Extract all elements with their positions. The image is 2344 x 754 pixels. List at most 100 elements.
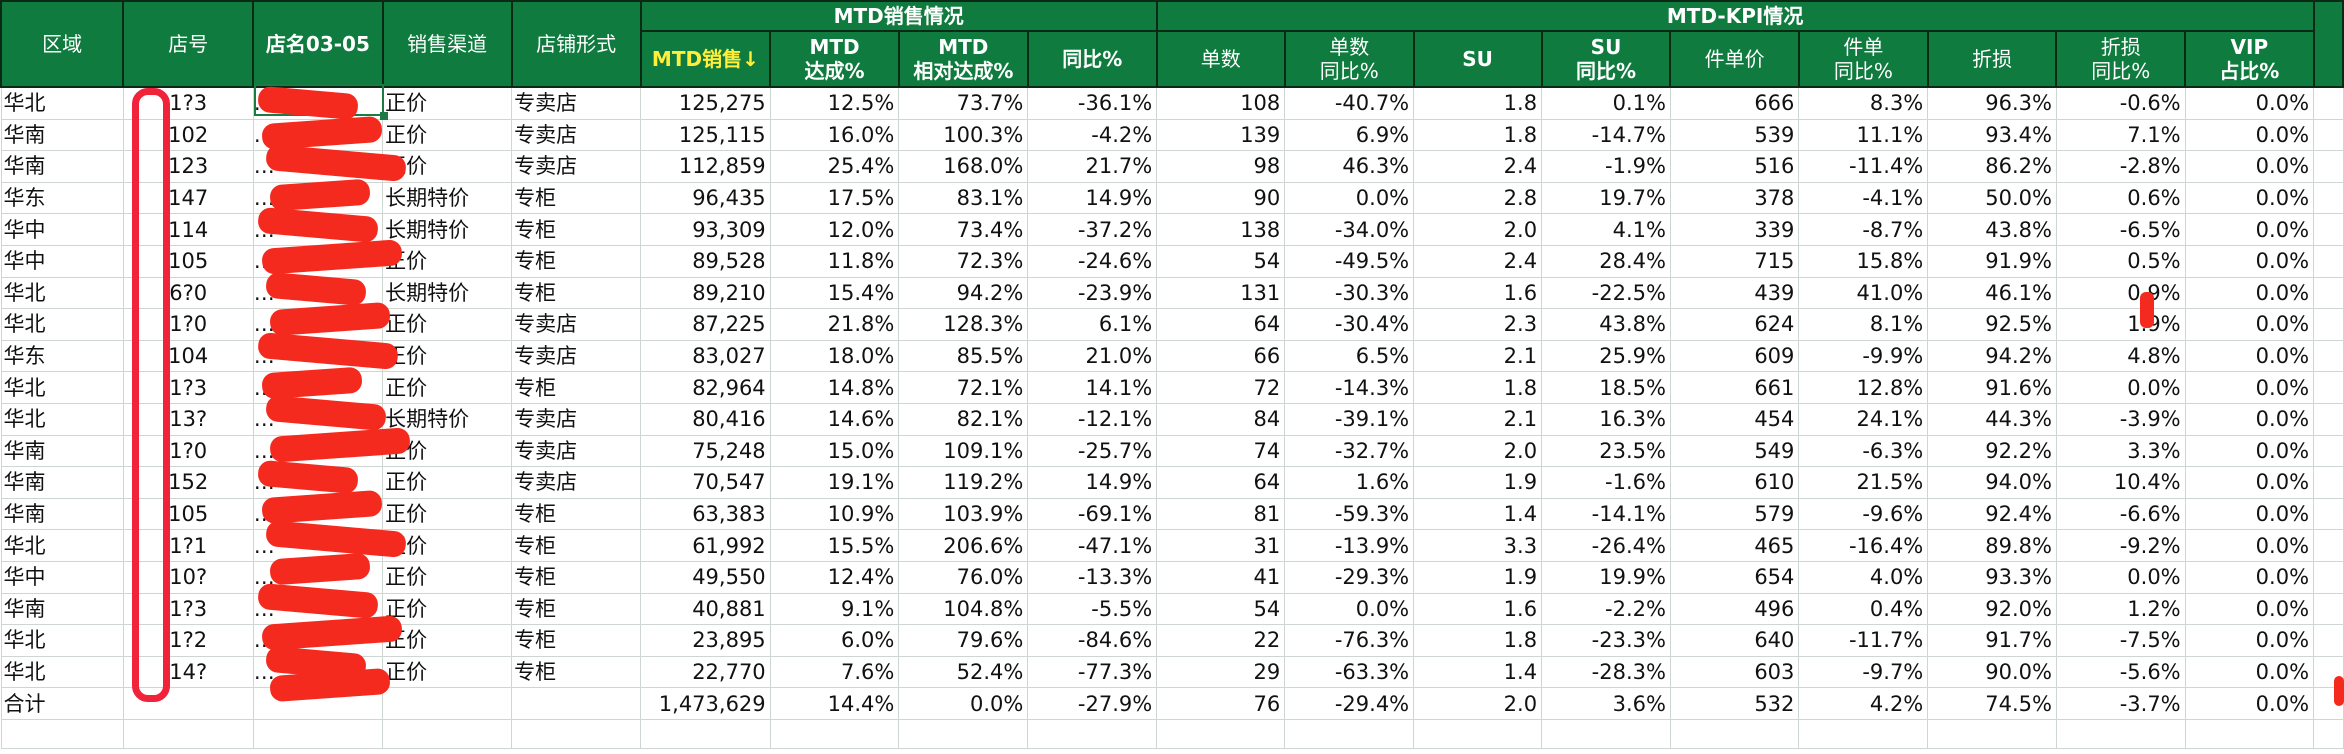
cell-overflow[interactable] [2313,434,2344,468]
cell-sales[interactable]: 89,528 [640,244,771,278]
cell-yoy[interactable]: -84.6% [1027,624,1158,657]
cell-rel[interactable]: 85.5% [898,339,1029,373]
cell-disc-yoy[interactable]: -3.9% [2055,402,2186,436]
cell-orders[interactable]: 81 [1156,497,1286,531]
cell-orders-yoy[interactable]: -14.3% [1284,371,1415,404]
cell-orders[interactable]: 138 [1156,213,1286,246]
cell-disc-yoy[interactable]: -5.6% [2055,655,2186,689]
empty-cell[interactable] [1156,718,1286,749]
cell-rel[interactable]: 73.7% [898,86,1029,120]
cell-unit-yoy[interactable]: 8.3% [1798,86,1929,120]
cell-orders-yoy[interactable]: -59.3% [1284,497,1415,531]
cell-channel[interactable]: 正价 [382,371,513,404]
cell-orders[interactable]: 64 [1156,308,1286,341]
cell-region[interactable]: 合计 [0,687,124,720]
cell-unit-yoy[interactable]: 11.1% [1798,118,1929,152]
cell-region[interactable]: 华南 [0,150,124,183]
cell-disc[interactable]: 90.0% [1927,655,2057,689]
empty-cell[interactable] [382,718,513,749]
empty-cell[interactable] [769,718,900,749]
cell-overflow[interactable] [2313,560,2344,594]
cell-su-yoy[interactable]: 19.9% [1541,560,1671,594]
cell-rel[interactable]: 94.2% [898,276,1029,310]
cell-rate[interactable]: 12.0% [769,213,900,246]
cell-sales[interactable]: 112,859 [640,150,771,183]
cell-sales[interactable]: 23,895 [640,624,771,657]
cell-vip[interactable]: 0.0% [2184,244,2315,278]
cell-overflow[interactable] [2313,181,2344,215]
cell-region[interactable]: 华东 [0,181,124,215]
cell-yoy[interactable]: -36.1% [1027,86,1158,120]
cell-orders-yoy[interactable]: -34.0% [1284,213,1415,246]
empty-cell[interactable] [898,718,1029,749]
cell-no[interactable]: 13? [122,402,254,436]
cell-disc[interactable]: 94.2% [1927,339,2057,373]
cell-rate[interactable]: 18.0% [769,339,900,373]
cell-disc[interactable]: 92.4% [1927,497,2057,531]
cell-yoy[interactable]: -27.9% [1027,687,1158,720]
cell-type[interactable]: 专卖店 [511,402,642,436]
cell-type[interactable]: 专卖店 [511,150,642,183]
cell-disc[interactable]: 50.0% [1927,181,2057,215]
cell-disc-yoy[interactable]: -2.8% [2055,150,2186,183]
cell-rate[interactable]: 12.4% [769,560,900,594]
cell-yoy[interactable]: -13.3% [1027,560,1158,594]
cell-channel[interactable]: 长期特价 [382,276,513,310]
cell-region[interactable]: 华北 [0,276,124,310]
cell-su[interactable]: 3.3 [1413,529,1543,562]
cell-region[interactable]: 华北 [0,624,124,657]
cell-unit[interactable]: 465 [1669,529,1800,562]
cell-su[interactable]: 2.1 [1413,339,1543,373]
cell-unit[interactable]: 439 [1669,276,1800,310]
cell-sales[interactable]: 63,383 [640,497,771,531]
cell-su-yoy[interactable]: 0.1% [1541,86,1671,120]
cell-type[interactable] [511,687,642,720]
cell-rel[interactable]: 104.8% [898,592,1029,626]
cell-disc-yoy[interactable]: 10.4% [2055,466,2186,499]
cell-rel[interactable]: 79.6% [898,624,1029,657]
cell-region[interactable]: 华北 [0,655,124,689]
cell-disc[interactable]: 91.9% [1927,244,2057,278]
cell-rate[interactable]: 10.9% [769,497,900,531]
cell-su-yoy[interactable]: -1.6% [1541,466,1671,499]
cell-disc[interactable]: 89.8% [1927,529,2057,562]
cell-type[interactable]: 专卖店 [511,86,642,120]
cell-su-yoy[interactable]: 19.7% [1541,181,1671,215]
cell-vip[interactable]: 0.0% [2184,276,2315,310]
empty-cell[interactable] [1798,718,1929,749]
cell-channel[interactable]: 正价 [382,560,513,594]
cell-sales[interactable]: 75,248 [640,434,771,468]
empty-cell[interactable] [1413,718,1543,749]
cell-orders[interactable]: 76 [1156,687,1286,720]
cell-unit[interactable]: 640 [1669,624,1800,657]
cell-rate[interactable]: 6.0% [769,624,900,657]
cell-yoy[interactable]: 14.9% [1027,181,1158,215]
cell-channel[interactable]: 长期特价 [382,213,513,246]
cell-overflow[interactable] [2313,497,2344,531]
cell-disc-yoy[interactable]: 0.5% [2055,244,2186,278]
cell-su-yoy[interactable]: -14.7% [1541,118,1671,152]
cell-su[interactable]: 2.0 [1413,213,1543,246]
cell-unit[interactable]: 624 [1669,308,1800,341]
cell-vip[interactable]: 0.0% [2184,118,2315,152]
cell-rel[interactable]: 119.2% [898,466,1029,499]
cell-unit[interactable]: 579 [1669,497,1800,531]
cell-region[interactable]: 华北 [0,86,124,120]
cell-rel[interactable]: 76.0% [898,560,1029,594]
cell-su-yoy[interactable]: 28.4% [1541,244,1671,278]
cell-vip[interactable]: 0.0% [2184,592,2315,626]
cell-vip[interactable]: 0.0% [2184,339,2315,373]
cell-unit[interactable]: 549 [1669,434,1800,468]
cell-rel[interactable]: 72.3% [898,244,1029,278]
cell-yoy[interactable]: -69.1% [1027,497,1158,531]
cell-overflow[interactable] [2313,86,2344,120]
cell-no[interactable]: 1?3 [122,592,254,626]
cell-orders-yoy[interactable]: -63.3% [1284,655,1415,689]
cell-orders-yoy[interactable]: -29.3% [1284,560,1415,594]
cell-su-yoy[interactable]: 43.8% [1541,308,1671,341]
cell-channel[interactable]: 正价 [382,244,513,278]
cell-su-yoy[interactable]: -22.5% [1541,276,1671,310]
cell-unit[interactable]: 609 [1669,339,1800,373]
cell-overflow[interactable] [2313,150,2344,183]
cell-su[interactable]: 1.4 [1413,655,1543,689]
